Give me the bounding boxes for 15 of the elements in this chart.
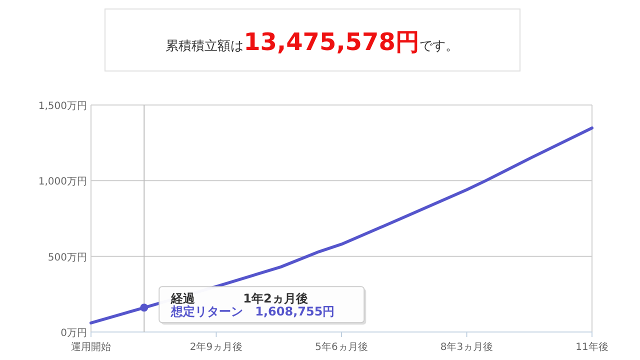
annotation: 想定リターン 1,608,755円: [170, 304, 335, 319]
chart-title: 累積積立額は: [166, 38, 244, 54]
text: です。: [419, 39, 458, 54]
annotation: 経過 1年2ヵ月後: [170, 292, 308, 306]
x-tick-label: 2年9ヵ月後: [190, 341, 243, 353]
y-tick-label: 0万円: [60, 328, 87, 339]
x-tick-label: 8年3ヵ月後: [440, 341, 494, 353]
y-tick-label: 1,500万円: [38, 101, 87, 112]
y-tick-label: 1,000万円: [38, 176, 87, 188]
y-tick-label: 500万円: [48, 252, 87, 264]
x-tick-label: 11年後: [576, 341, 608, 353]
line-series: [90, 126, 594, 324]
text: 13,475,578円: [244, 28, 420, 56]
x-tick-label: 運用開始: [71, 341, 111, 353]
x-tick-label: 5年6ヵ月後: [315, 341, 368, 353]
